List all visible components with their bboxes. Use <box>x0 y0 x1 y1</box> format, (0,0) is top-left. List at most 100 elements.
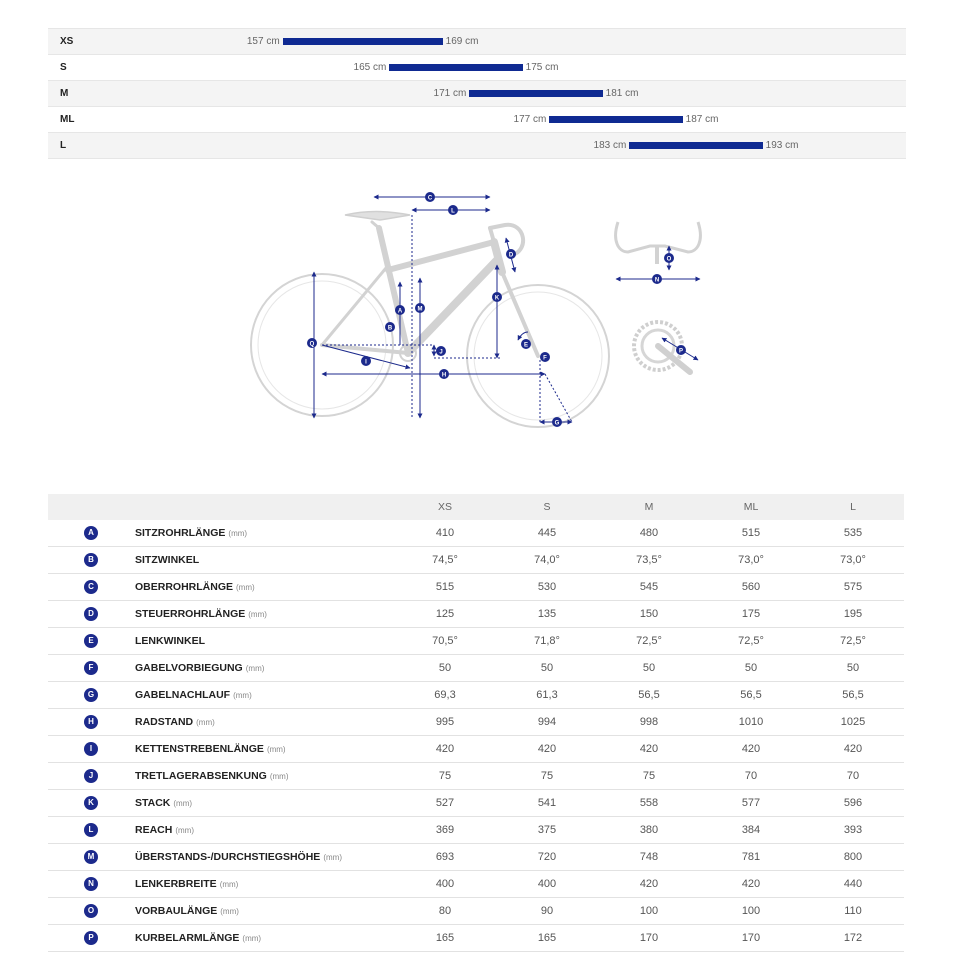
parameter-cell: REACH (mm) <box>134 816 394 844</box>
diagram-marker-a: A <box>395 305 405 315</box>
badge-cell: D <box>48 600 134 628</box>
range-min-label: 177 cm <box>513 114 547 125</box>
svg-text:Q: Q <box>310 341 315 347</box>
value-cell-xs: 69,3 <box>394 681 496 709</box>
height-range-bar <box>629 142 763 149</box>
value-cell-m: 380 <box>598 816 700 844</box>
parameter-name: ÜBERSTANDS-/DURCHSTIEGSHÖHE <box>135 851 321 863</box>
range-min-label: 165 cm <box>353 62 387 73</box>
value-cell-ml: 1010 <box>700 708 802 736</box>
range-max-label: 181 cm <box>605 88 639 99</box>
parameter-unit: (mm) <box>173 799 193 808</box>
range-max-label: 187 cm <box>685 114 719 125</box>
size-label: S <box>60 62 67 73</box>
parameter-cell: ÜBERSTANDS-/DURCHSTIEGSHÖHE (mm) <box>134 843 394 871</box>
parameter-badge: P <box>84 931 98 945</box>
value-cell-xs: 400 <box>394 870 496 898</box>
parameter-cell: GABELNACHLAUF (mm) <box>134 681 394 709</box>
svg-text:E: E <box>524 342 528 348</box>
table-row: D STEUERROHRLÄNGE (mm) 125 135 150 175 195 <box>48 600 904 628</box>
bike-geometry-svg: A B C D E F G H I J K L M N O P Q <box>250 192 702 428</box>
diagram-marker-d: D <box>506 249 516 259</box>
value-cell-m: 748 <box>598 843 700 871</box>
diagram-marker-o: O <box>664 253 674 263</box>
diagram-marker-l: L <box>448 205 458 215</box>
value-cell-ml: 170 <box>700 924 802 952</box>
value-cell-s: 90 <box>496 897 598 925</box>
parameter-name: KETTENSTREBENLÄNGE <box>135 743 264 755</box>
table-row: B SITZWINKEL 74,5° 74,0° 73,5° 73,0° 73,0° <box>48 546 904 574</box>
parameter-cell: STACK (mm) <box>134 789 394 817</box>
column-header-s: S <box>496 494 598 520</box>
diagram-marker-c: C <box>425 192 435 202</box>
header-blank <box>134 494 394 520</box>
svg-text:H: H <box>442 372 446 378</box>
table-row: P KURBELARMLÄNGE (mm) 165 165 170 170 172 <box>48 924 904 952</box>
svg-text:A: A <box>398 308 403 314</box>
svg-text:G: G <box>555 420 560 426</box>
parameter-unit: (mm) <box>269 772 289 781</box>
parameter-name: LENKWINKEL <box>135 635 205 647</box>
diagram-marker-n: N <box>652 274 662 284</box>
svg-text:L: L <box>451 208 455 214</box>
parameter-unit: (mm) <box>175 826 194 835</box>
value-cell-s: 75 <box>496 762 598 790</box>
height-range-bar <box>549 116 683 123</box>
value-cell-l: 575 <box>802 573 904 601</box>
svg-text:C: C <box>428 195 433 201</box>
value-cell-m: 100 <box>598 897 700 925</box>
value-cell-m: 558 <box>598 789 700 817</box>
diagram-marker-j: J <box>436 346 446 356</box>
value-cell-ml: 384 <box>700 816 802 844</box>
value-cell-xs: 74,5° <box>394 546 496 574</box>
value-cell-s: 71,8° <box>496 627 598 655</box>
svg-text:M: M <box>418 306 423 312</box>
table-row: A SITZROHRLÄNGE (mm) 410 445 480 515 535 <box>48 520 904 547</box>
range-min-label: 171 cm <box>433 88 467 99</box>
geometry-diagram: A B C D E F G H I J K L M N O P Q <box>0 160 960 460</box>
value-cell-xs: 995 <box>394 708 496 736</box>
value-cell-ml: 70 <box>700 762 802 790</box>
value-cell-ml: 50 <box>700 654 802 682</box>
table-row: O VORBAULÄNGE (mm) 80 90 100 100 110 <box>48 897 904 925</box>
size-row: L 183 cm 193 cm <box>48 132 906 159</box>
column-header-ml: ML <box>700 494 802 520</box>
badge-cell: G <box>48 681 134 709</box>
value-cell-l: 56,5 <box>802 681 904 709</box>
diagram-markers: A B C D E F G H I J K L M N O P Q <box>307 192 686 427</box>
parameter-cell: GABELVORBIEGUNG (mm) <box>134 654 394 682</box>
diagram-marker-q: Q <box>307 338 317 348</box>
parameter-badge: K <box>84 796 98 810</box>
svg-text:O: O <box>667 256 672 262</box>
value-cell-m: 56,5 <box>598 681 700 709</box>
badge-cell: O <box>48 897 134 925</box>
svg-text:I: I <box>365 359 367 365</box>
parameter-cell: VORBAULÄNGE (mm) <box>134 897 394 925</box>
column-header-xs: XS <box>394 494 496 520</box>
value-cell-xs: 80 <box>394 897 496 925</box>
value-cell-s: 400 <box>496 870 598 898</box>
value-cell-ml: 560 <box>700 573 802 601</box>
badge-cell: M <box>48 843 134 871</box>
table-header-row: XS S M ML L <box>48 494 904 520</box>
range-max-label: 193 cm <box>765 140 799 151</box>
parameter-badge: I <box>84 742 98 756</box>
header-blank <box>48 494 134 520</box>
svg-text:F: F <box>543 355 547 361</box>
value-cell-xs: 515 <box>394 573 496 601</box>
parameter-badge: A <box>84 526 98 540</box>
parameter-name: KURBELARMLÄNGE <box>135 932 240 944</box>
value-cell-ml: 420 <box>700 870 802 898</box>
svg-text:J: J <box>439 349 442 355</box>
value-cell-m: 998 <box>598 708 700 736</box>
value-cell-m: 480 <box>598 520 700 547</box>
size-label: XS <box>60 36 74 47</box>
value-cell-xs: 70,5° <box>394 627 496 655</box>
table-row: M ÜBERSTANDS-/DURCHSTIEGSHÖHE (mm) 693 720 74… <box>48 843 904 871</box>
parameter-unit: (mm) <box>245 664 265 673</box>
parameter-cell: LENKERBREITE (mm) <box>134 870 394 898</box>
value-cell-xs: 527 <box>394 789 496 817</box>
parameter-unit: (mm) <box>233 691 252 700</box>
value-cell-s: 61,3 <box>496 681 598 709</box>
size-row: ML 177 cm 187 cm <box>48 106 906 132</box>
